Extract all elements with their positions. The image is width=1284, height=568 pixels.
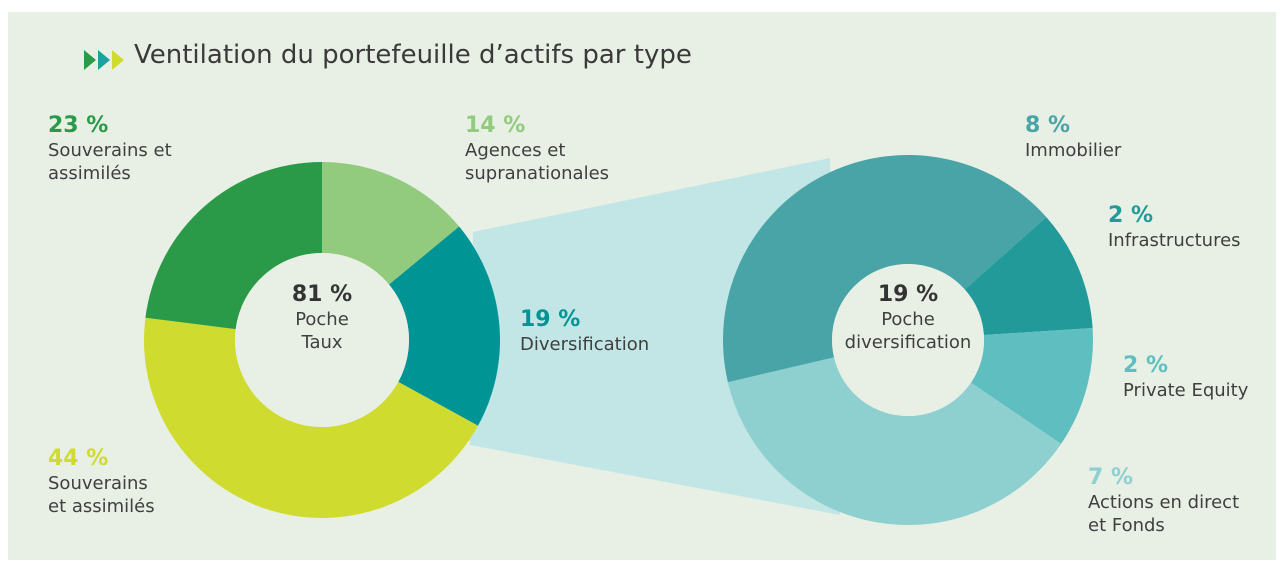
value-label: 2 % [1108,203,1154,228]
value-label: 14 % [465,113,526,138]
donut-segment [322,162,460,285]
segment-label: 23 % Souverains et assimilés [48,113,172,185]
segment-label: 14 % Agences et supranationales [465,113,609,185]
donut-segment [727,357,1062,525]
segment-label: 7 % Actions en direct et Fonds [1088,465,1239,537]
title-icon [112,50,124,70]
chart-title: Ventilation du portefeuille d’actifs par… [134,40,692,70]
value-label: 23 % [48,113,109,138]
value-label: 44 % [48,446,109,471]
donut-segment [389,226,500,426]
segment-label: 2 % Infrastructures [1108,203,1241,252]
value-label: 2 % [1123,353,1169,378]
title-icon [84,50,96,70]
center-value: 19 % [877,282,939,307]
center-label: 81 % Poche Taux [237,282,407,354]
title-icon [98,50,110,70]
donut-hole [832,264,984,416]
donut-segment [970,327,1093,444]
value-label: 19 % [520,307,581,332]
center-label: 19 % Poche diversification [823,282,993,354]
segment-label: 44 % Souverains et assimilés [48,446,155,518]
donut-segment [143,317,478,518]
center-text: Poche Taux [295,309,349,353]
donut-segment [145,162,322,330]
donut-segment [722,154,1047,383]
category-label: Infrastructures [1108,230,1241,251]
value-label: 7 % [1088,465,1134,490]
donut-hole [235,253,409,427]
segment-label: 2 % Private Equity [1123,353,1248,402]
category-label: Souverains et assimilés [48,473,155,517]
center-value: 81 % [291,282,353,307]
category-label: Immobilier [1025,140,1122,161]
category-label: Agences et supranationales [465,140,610,184]
category-label: Souverains et assimilés [48,140,172,184]
category-label: Diversification [520,334,650,355]
category-label: Private Equity [1123,380,1249,401]
segment-label: 8 % Immobilier [1025,113,1121,162]
category-label: Actions en direct et Fonds [1088,492,1240,536]
center-text: Poche diversification [844,309,972,353]
donut-segment [964,217,1093,336]
value-label: 8 % [1025,113,1071,138]
segment-label: 19 % Diversification [520,307,649,356]
